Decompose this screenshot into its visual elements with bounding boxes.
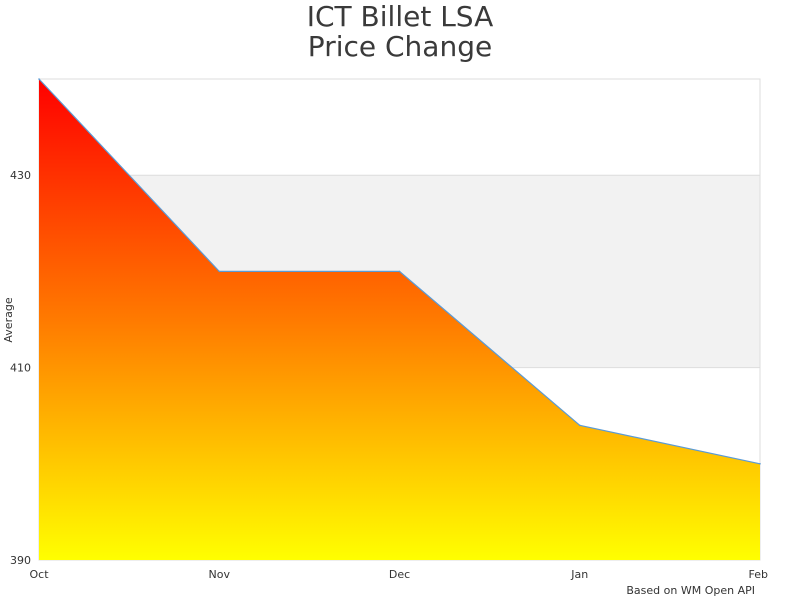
x-axis-ticks: Oct Nov Dec Jan Feb bbox=[29, 568, 768, 581]
data-point-oct bbox=[38, 78, 40, 80]
x-tick-label: Dec bbox=[389, 568, 410, 581]
chart-title-line-1: ICT Billet LSA bbox=[306, 0, 494, 33]
chart-title: ICT Billet LSA Price Change bbox=[0, 2, 800, 62]
x-tick-label: Jan bbox=[570, 568, 588, 581]
x-tick-label: Oct bbox=[29, 568, 49, 581]
chart-title-line-2: Price Change bbox=[307, 30, 493, 63]
x-tick-label: Nov bbox=[209, 568, 231, 581]
y-tick-label: 410 bbox=[10, 362, 31, 375]
series-area bbox=[38, 78, 761, 560]
data-point-jan bbox=[578, 424, 581, 427]
area-fill bbox=[39, 79, 760, 560]
y-axis-ticks: 390 410 430 bbox=[10, 169, 31, 567]
x-tick-label: Feb bbox=[749, 568, 768, 581]
data-point-nov bbox=[218, 270, 221, 273]
y-axis-title: Average bbox=[2, 297, 15, 342]
y-tick-label: 390 bbox=[10, 554, 31, 567]
data-point-dec bbox=[398, 270, 401, 273]
y-tick-label: 430 bbox=[10, 169, 31, 182]
data-point-feb bbox=[759, 463, 761, 465]
credit-text: Based on WM Open API bbox=[626, 584, 755, 597]
